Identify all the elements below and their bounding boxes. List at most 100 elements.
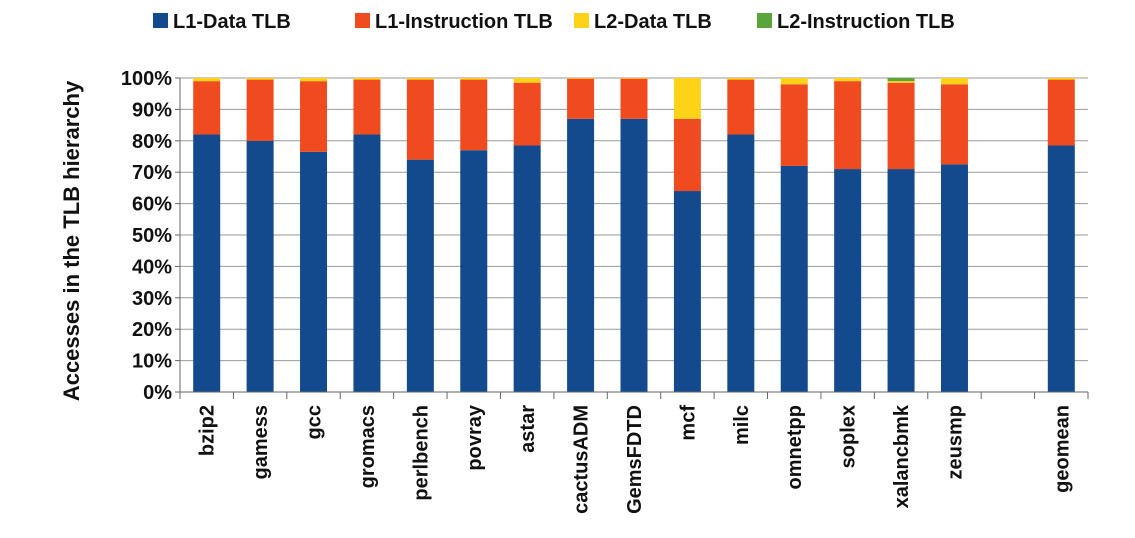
y-axis-label-group: Accesses in the TLB hierarchy <box>59 80 84 401</box>
bar-segment-l2-data-tlb <box>353 78 381 80</box>
bar-segment-l1-data-tlb <box>887 169 915 392</box>
bar-segment-l1-instruction-tlb <box>406 79 434 160</box>
legend-swatch-l2-instruction-tlb <box>757 13 772 28</box>
bar-segment-l1-data-tlb <box>567 118 595 392</box>
bar-stack-xalancbmk <box>887 78 915 392</box>
bar-segment-l1-data-tlb <box>353 134 381 392</box>
bar-segment-l2-instruction-tlb <box>887 78 915 82</box>
bar-segment-l1-instruction-tlb <box>780 84 808 166</box>
bar-stack-omnetpp <box>780 78 808 392</box>
bar-segment-l2-data-tlb <box>620 78 648 79</box>
bar-segment-l2-data-tlb <box>193 78 221 82</box>
legend-swatch-l1-instruction-tlb <box>355 13 370 28</box>
x-tick-label-gromacs: gromacs <box>357 405 379 488</box>
bar-stack-gcc <box>300 78 328 392</box>
bar-segment-l1-instruction-tlb <box>834 81 862 170</box>
bar-segment-l1-data-tlb <box>834 169 862 392</box>
legend-label-l2-data-tlb: L2-Data TLB <box>594 11 712 33</box>
y-tick-labels: 0% 10% 20% 30% 40% 50% 60% 70% 80% 90% 100% <box>121 68 172 404</box>
x-tick-label-geomean: geomean <box>1051 405 1073 493</box>
bar-segment-l1-instruction-tlb <box>353 79 381 135</box>
x-tick-label-mcf: mcf <box>677 405 699 441</box>
bar-segment-l1-data-tlb <box>193 134 221 392</box>
bar-segment-l1-data-tlb <box>246 140 274 392</box>
legend-label-l1-instruction-tlb: L1-Instruction TLB <box>375 11 553 33</box>
x-tick-label-zeusmp: zeusmp <box>944 405 966 479</box>
bar-stack-milc <box>727 78 755 392</box>
bar-stack-gromacs <box>353 78 381 392</box>
x-tick-label-omnetpp: omnetpp <box>784 405 806 489</box>
bar-segment-l1-data-tlb <box>300 151 328 392</box>
y-tick-label: 60% <box>132 194 172 216</box>
y-tick-label: 100% <box>121 68 172 90</box>
bar-segment-l1-instruction-tlb <box>1047 79 1075 146</box>
bar-segment-l1-data-tlb <box>940 164 968 392</box>
x-tick-label-gamess: gamess <box>250 405 272 480</box>
bar-segment-l1-instruction-tlb <box>513 82 541 146</box>
bar-segment-l2-data-tlb <box>406 78 434 80</box>
bar-segment-l1-instruction-tlb <box>620 78 648 119</box>
bar-segment-l2-data-tlb <box>567 78 595 79</box>
legend-swatch-l1-data-tlb <box>153 13 168 28</box>
bar-segment-l1-instruction-tlb <box>567 78 595 119</box>
bar-segment-l1-instruction-tlb <box>193 81 221 135</box>
bar-stack-geomean <box>1047 78 1075 392</box>
legend-label-l2-instruction-tlb: L2-Instruction TLB <box>777 11 955 33</box>
x-tick-label-bzip2: bzip2 <box>197 405 219 456</box>
x-tick-label-gcc: gcc <box>304 405 326 439</box>
legend-swatch-l2-data-tlb <box>574 13 589 28</box>
bar-segment-l1-data-tlb <box>673 191 701 392</box>
bar-stack-zeusmp <box>940 78 968 392</box>
bar-segment-l2-data-tlb <box>513 78 541 83</box>
bar-segment-l1-data-tlb <box>406 159 434 392</box>
bar-segment-l1-instruction-tlb <box>300 81 328 152</box>
bar-stack-cactusadm <box>567 78 595 392</box>
bar-segment-l2-data-tlb <box>300 78 328 82</box>
bar-segment-l2-data-tlb <box>727 78 755 80</box>
bar-segment-l1-data-tlb <box>1047 145 1075 392</box>
bar-segment-l2-data-tlb <box>780 78 808 85</box>
x-tick-labels: bzip2 gamess gcc gromacs perlbench povray asta… <box>197 404 1074 514</box>
bar-segment-l1-data-tlb <box>513 145 541 392</box>
y-tick-label: 30% <box>132 288 172 310</box>
bar-segment-l1-instruction-tlb <box>887 82 915 170</box>
bar-stack-gamess <box>246 78 274 392</box>
x-tick-label-soplex: soplex <box>838 405 860 468</box>
legend-item-l1-data-tlb: L1-Data TLB <box>153 11 291 33</box>
bar-segment-l2-data-tlb <box>940 78 968 85</box>
bar-segment-l1-data-tlb <box>780 165 808 392</box>
legend-item-l2-data-tlb: L2-Data TLB <box>574 11 712 33</box>
y-axis-label: Accesses in the TLB hierarchy <box>59 80 84 401</box>
legend-item-l1-instruction-tlb: L1-Instruction TLB <box>355 11 553 33</box>
x-tick-label-milc: milc <box>731 405 753 445</box>
y-tick-label: 70% <box>132 162 172 184</box>
bar-segment-l2-data-tlb <box>1047 78 1075 80</box>
bar-segment-l1-instruction-tlb <box>460 79 488 151</box>
bar-segment-l2-data-tlb <box>246 78 274 80</box>
bar-segment-l2-data-tlb <box>673 78 701 119</box>
bar-stack-astar <box>513 78 541 392</box>
bar-segment-l1-instruction-tlb <box>246 79 274 141</box>
bar-stack-soplex <box>834 78 862 392</box>
legend-item-l2-instruction-tlb: L2-Instruction TLB <box>757 11 955 33</box>
bar-segment-l2-data-tlb <box>834 78 862 82</box>
axes <box>179 78 1089 399</box>
bar-stack-bzip2 <box>193 78 221 392</box>
bar-stack-mcf <box>673 78 701 392</box>
bar-segment-l1-data-tlb <box>620 118 648 392</box>
bar-segment-l1-data-tlb <box>727 134 755 392</box>
x-tick-label-cactusadm: cactusADM <box>571 405 593 514</box>
y-tick-label: 0% <box>143 382 172 404</box>
bar-segment-l1-instruction-tlb <box>727 79 755 135</box>
bar-stack-gemsfdtd <box>620 78 648 392</box>
bar-segment-l2-data-tlb <box>460 78 488 80</box>
bar-segment-l1-instruction-tlb <box>940 84 968 165</box>
y-tick-label: 40% <box>132 256 172 278</box>
y-tick-label: 80% <box>132 131 172 153</box>
x-tick-label-perlbench: perlbench <box>410 405 432 501</box>
bar-stack-perlbench <box>406 78 434 392</box>
bar-stack-povray <box>460 78 488 392</box>
legend: L1-Data TLB L1-Instruction TLB L2-Data TLB… <box>153 11 955 33</box>
y-tick-label: 20% <box>132 319 172 341</box>
x-tick-label-gemsfdtd: GemsFDTD <box>624 405 646 514</box>
